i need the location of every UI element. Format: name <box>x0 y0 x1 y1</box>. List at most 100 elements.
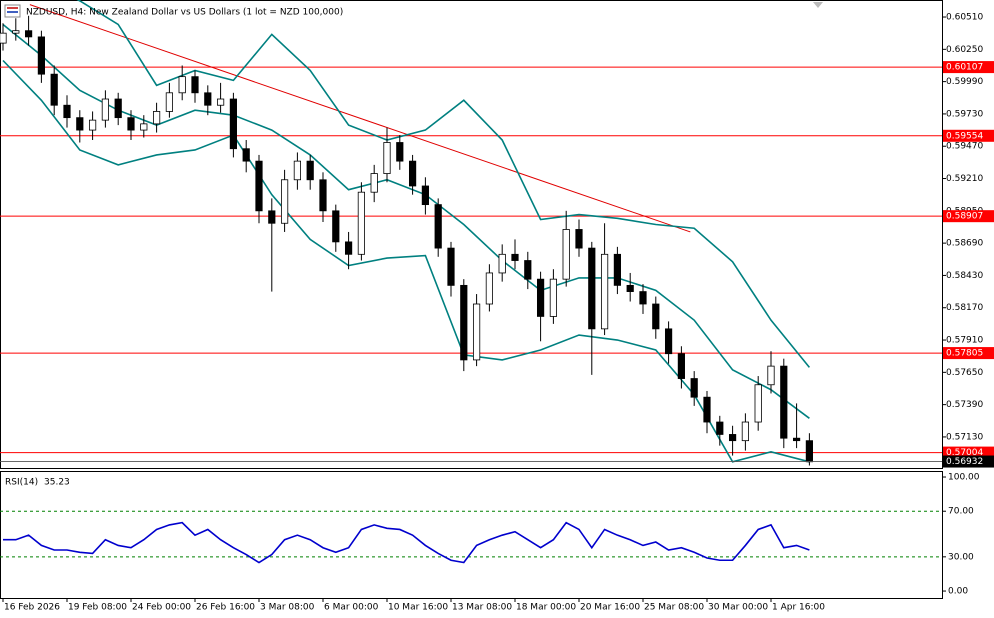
symbol-icon <box>4 4 21 18</box>
bollinger-band <box>2 59 810 463</box>
candle-body <box>229 98 237 150</box>
x-tick-label: 24 Feb 00:00 <box>132 603 191 613</box>
rsi-panel-border <box>0 471 943 599</box>
candle-body <box>664 328 673 355</box>
candle-body <box>511 253 519 261</box>
y-tick-label: 0.59990 <box>946 77 983 87</box>
y-tick-label: 0.59470 <box>946 142 983 152</box>
y-tick-label: 0.58690 <box>946 239 983 249</box>
x-tick-label: 13 Mar 08:00 <box>452 603 512 613</box>
bollinger-band <box>2 23 810 419</box>
rsi-panel <box>0 510 942 564</box>
candle-body <box>626 284 634 292</box>
candle-body <box>639 291 647 305</box>
candle-body <box>268 210 276 224</box>
bollinger-band <box>76 0 811 368</box>
chart-title: NZDUSD, H4: New Zealand Dollar vs US Dol… <box>26 8 343 18</box>
candle-body <box>178 76 186 94</box>
candle-body <box>114 98 122 119</box>
candle-body <box>524 260 532 280</box>
y-tick-label: 0.60510 <box>946 13 983 23</box>
y-tick-label: 0.57650 <box>946 368 983 378</box>
trendline <box>29 4 691 233</box>
candle-body <box>421 185 429 206</box>
x-tick-label: 3 Mar 08:00 <box>260 603 315 613</box>
level-label: 0.58907 <box>946 212 983 222</box>
candle-body <box>280 179 289 224</box>
candle-body <box>754 384 762 423</box>
candle-body <box>613 253 621 286</box>
candle-body <box>293 160 301 181</box>
candle-body <box>588 247 596 330</box>
x-tick-label: 30 Mar 00:00 <box>708 603 768 613</box>
candle-body <box>792 437 801 442</box>
y-tick-label: 0.58170 <box>946 303 983 313</box>
candle-body <box>383 142 391 174</box>
y-tick-label: 0.59730 <box>946 109 983 119</box>
y-tick-label: 0.58430 <box>946 271 983 281</box>
candle-body <box>255 160 263 212</box>
axes: 0.60510 0.60250 0.59990 0.59730 0.59470 0.592… <box>2 13 994 613</box>
y-tick-label: 0.59210 <box>946 174 983 184</box>
candle-body <box>728 434 737 442</box>
x-tick-label: 20 Mar 16:00 <box>580 603 640 613</box>
candle-body <box>767 365 775 386</box>
scroll-marker <box>813 2 823 8</box>
candle-body <box>434 204 442 249</box>
candle-body <box>37 36 45 75</box>
main-panel-border <box>0 0 943 469</box>
candle-body <box>370 173 378 193</box>
x-tick-label: 25 Mar 08:00 <box>644 603 704 613</box>
candle-body <box>63 104 71 119</box>
last-price-bg <box>943 455 994 468</box>
candle-body <box>575 229 583 249</box>
candle-body <box>332 210 340 243</box>
candle-body <box>50 73 58 106</box>
rsi-line <box>2 521 810 564</box>
candle-body <box>306 160 314 181</box>
y-tick-label: 0.57910 <box>946 336 983 346</box>
candle-body <box>485 272 493 305</box>
candle-body <box>152 111 161 125</box>
x-tick-label: 26 Feb 16:00 <box>196 603 255 613</box>
candle-body <box>472 303 481 361</box>
rsi-label: RSI(14) <box>5 478 38 488</box>
candle-body <box>677 353 685 379</box>
level-label-bg <box>943 129 994 142</box>
candle-body <box>498 253 506 274</box>
candle-body <box>536 278 545 317</box>
candle-body <box>165 92 173 112</box>
rsi-y-tick-label: 0.00 <box>948 587 968 597</box>
candle-body <box>652 303 660 330</box>
level-label: 0.60107 <box>946 63 983 73</box>
candle-body <box>88 119 97 131</box>
candle-body <box>191 76 199 94</box>
last-price-label: 0.56932 <box>946 457 983 467</box>
candle-body <box>319 179 327 212</box>
main-panel <box>0 0 942 466</box>
candle-body <box>76 117 84 131</box>
candle-body <box>140 123 148 131</box>
candle-body <box>460 284 468 361</box>
candle-body <box>805 440 813 463</box>
level-label-bg <box>943 210 994 223</box>
candle-body <box>703 396 711 423</box>
y-tick-label: 0.57130 <box>946 432 983 442</box>
x-tick-label: 18 Mar 00:00 <box>516 603 576 613</box>
level-label: 0.59554 <box>946 131 983 141</box>
y-tick-label: 0.57390 <box>946 400 983 410</box>
candle-body <box>101 98 109 121</box>
x-tick-label: 19 Feb 08:00 <box>68 603 127 613</box>
level-label: 0.57004 <box>946 448 983 458</box>
candle-body <box>344 241 353 255</box>
candle-body <box>357 191 365 255</box>
candle-body <box>741 421 749 442</box>
candle-body <box>408 160 417 187</box>
candle-body <box>447 247 455 286</box>
candle-body <box>204 92 212 106</box>
rsi-y-tick-label: 30.00 <box>948 552 974 562</box>
candle-body <box>780 365 788 439</box>
level-label: 0.57805 <box>946 349 983 359</box>
